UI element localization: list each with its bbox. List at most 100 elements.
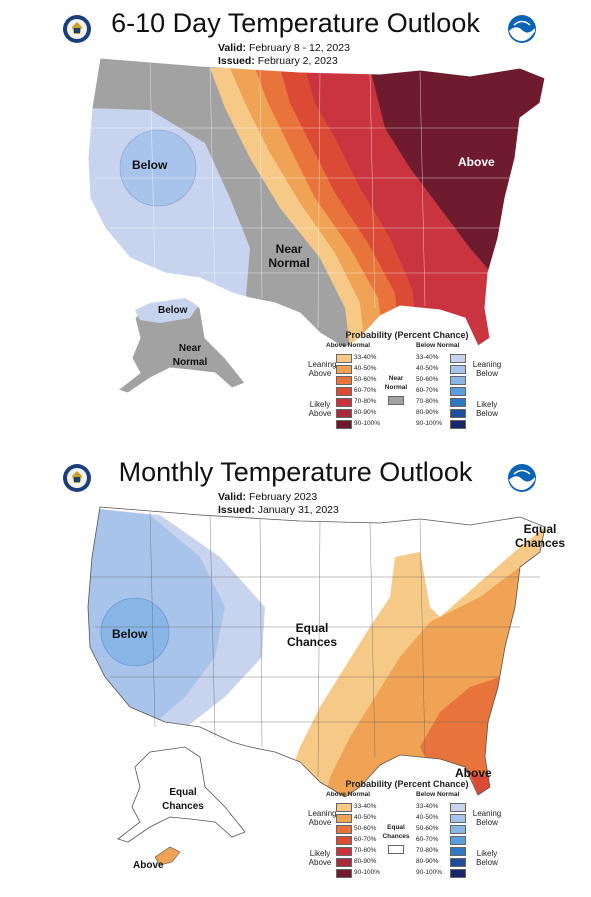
legend-below-swatch — [450, 869, 466, 878]
legend-below-range: 70-80% — [416, 398, 439, 405]
legend-below-swatch — [450, 387, 466, 396]
legend-above-header: Above Normal — [326, 791, 371, 798]
legend-title: Probability (Percent Chance) — [345, 330, 469, 340]
legend-leaning-above: Leaning Above — [308, 360, 337, 378]
legend-likely-below: Likely Below — [476, 849, 498, 867]
legend-near-normal-swatch — [388, 396, 404, 405]
valid-label: Valid: — [218, 42, 247, 54]
legend-below-header: Below Normal — [416, 342, 460, 349]
legend-leaning-above: Leaning Above — [308, 809, 337, 827]
below-core-region — [100, 597, 170, 667]
map-label-equal-chances-ne: Equal Chances — [514, 522, 566, 550]
legend-below-swatch — [450, 398, 466, 407]
legend-below-swatch — [450, 803, 466, 812]
valid-line: Valid: February 8 - 12, 2023 — [218, 42, 350, 54]
legend-above-swatch — [336, 387, 352, 396]
legend-above-range: 50-60% — [354, 376, 377, 383]
legend-leaning-below: Leaning Below — [472, 360, 502, 378]
legend: Probability (Percent Chance) Above Norma… — [308, 330, 522, 445]
legend-above-swatch — [336, 409, 352, 418]
legend-above-swatch — [336, 858, 352, 867]
legend-above-range: 33-40% — [354, 354, 377, 361]
outlook-map — [87, 57, 546, 394]
map-label-above: Above — [455, 766, 492, 780]
issued-label: Issued: — [218, 504, 255, 516]
legend-above-range: 90-100% — [354, 420, 381, 427]
legend-equal-chances-swatch — [388, 845, 404, 854]
legend-below-range: 90-100% — [416, 869, 443, 876]
legend-below-range: 80-90% — [416, 409, 439, 416]
page-title: 6-10 Day Temperature Outlook — [111, 8, 480, 38]
legend-near-normal-label: Near Normal — [384, 375, 408, 391]
legend-below-range: 60-70% — [416, 387, 439, 394]
legend-above-range: 60-70% — [354, 836, 377, 843]
noaa-logo-icon — [508, 464, 536, 492]
legend-leaning-below: Leaning Below — [472, 809, 502, 827]
legend-above-range: 70-80% — [354, 847, 377, 854]
alaska-near-normal — [116, 297, 246, 394]
legend-above-swatch — [336, 825, 352, 834]
legend-below-range: 80-90% — [416, 858, 439, 865]
map-label-alaska-equal-chances: Equal Chances — [162, 787, 204, 812]
valid-value: February 8 - 12, 2023 — [248, 42, 350, 54]
issued-line: Issued: February 2, 2023 — [218, 55, 338, 67]
valid-label: Valid: — [218, 491, 247, 503]
noaa-logo-icon — [508, 15, 536, 43]
legend-above-swatch — [336, 398, 352, 407]
legend-below-range: 60-70% — [416, 836, 439, 843]
legend-above-swatch — [336, 420, 352, 429]
alaska-equal-chances — [117, 746, 246, 843]
issued-label: Issued: — [218, 55, 255, 67]
legend-above-swatch — [336, 836, 352, 845]
legend-above-swatch — [336, 365, 352, 374]
legend-above-range: 40-50% — [354, 365, 377, 372]
doc-seal-icon — [63, 15, 91, 43]
map-label-near-normal: Near Normal — [268, 242, 310, 270]
legend-below-swatch — [450, 825, 466, 834]
below-core-region — [119, 129, 197, 207]
legend-below-swatch — [450, 814, 466, 823]
legend-above-range: 80-90% — [354, 409, 377, 416]
legend-above-range: 33-40% — [354, 803, 377, 810]
legend-below-swatch — [450, 420, 466, 429]
outlook-panel-monthly: Monthly Temperature Outlook Valid: Febru… — [0, 449, 591, 897]
legend-above-range: 50-60% — [354, 825, 377, 832]
legend-below-range: 40-50% — [416, 365, 439, 372]
legend-below-swatch — [450, 354, 466, 363]
map-label-alaska-above: Above — [133, 860, 164, 871]
legend-likely-below: Likely Below — [476, 400, 498, 418]
map-label-alaska-near-normal: Near Normal — [172, 343, 208, 368]
legend-above-swatch — [336, 376, 352, 385]
issued-line: Issued: January 31, 2023 — [218, 504, 339, 516]
legend-above-swatch — [336, 869, 352, 878]
outlook-panel-6-10-day: 6-10 Day Temperature Outlook Valid: Febr… — [0, 0, 591, 448]
legend: Probability (Percent Chance) Above Norma… — [308, 779, 522, 894]
legend-above-range: 60-70% — [354, 387, 377, 394]
legend-below-range: 90-100% — [416, 420, 443, 427]
legend-equal-chances-label: Equal Chances — [382, 824, 410, 840]
legend-above-swatch — [336, 847, 352, 856]
page-title: Monthly Temperature Outlook — [118, 457, 473, 487]
map-label-below: Below — [132, 158, 168, 172]
legend-below-range: 70-80% — [416, 847, 439, 854]
legend-below-swatch — [450, 409, 466, 418]
legend-below-swatch — [450, 376, 466, 385]
alaska-above — [154, 846, 181, 866]
legend-above-range: 70-80% — [354, 398, 377, 405]
legend-above-range: 80-90% — [354, 858, 377, 865]
valid-line: Valid: February 2023 — [218, 491, 317, 503]
legend-below-range: 40-50% — [416, 814, 439, 821]
outlook-map — [87, 506, 546, 866]
legend-above-range: 90-100% — [354, 869, 381, 876]
valid-value: February 2023 — [248, 491, 318, 503]
legend-title: Probability (Percent Chance) — [345, 779, 469, 789]
legend-below-range: 50-60% — [416, 376, 439, 383]
map-label-equal-chances: Equal Chances — [286, 621, 338, 649]
legend-likely-above: Likely Above — [308, 849, 332, 867]
issued-value: January 31, 2023 — [257, 504, 339, 516]
map-label-above: Above — [458, 155, 495, 169]
legend-likely-above: Likely Above — [308, 400, 332, 418]
issued-value: February 2, 2023 — [257, 55, 338, 67]
legend-below-swatch — [450, 836, 466, 845]
legend-above-swatch — [336, 354, 352, 363]
